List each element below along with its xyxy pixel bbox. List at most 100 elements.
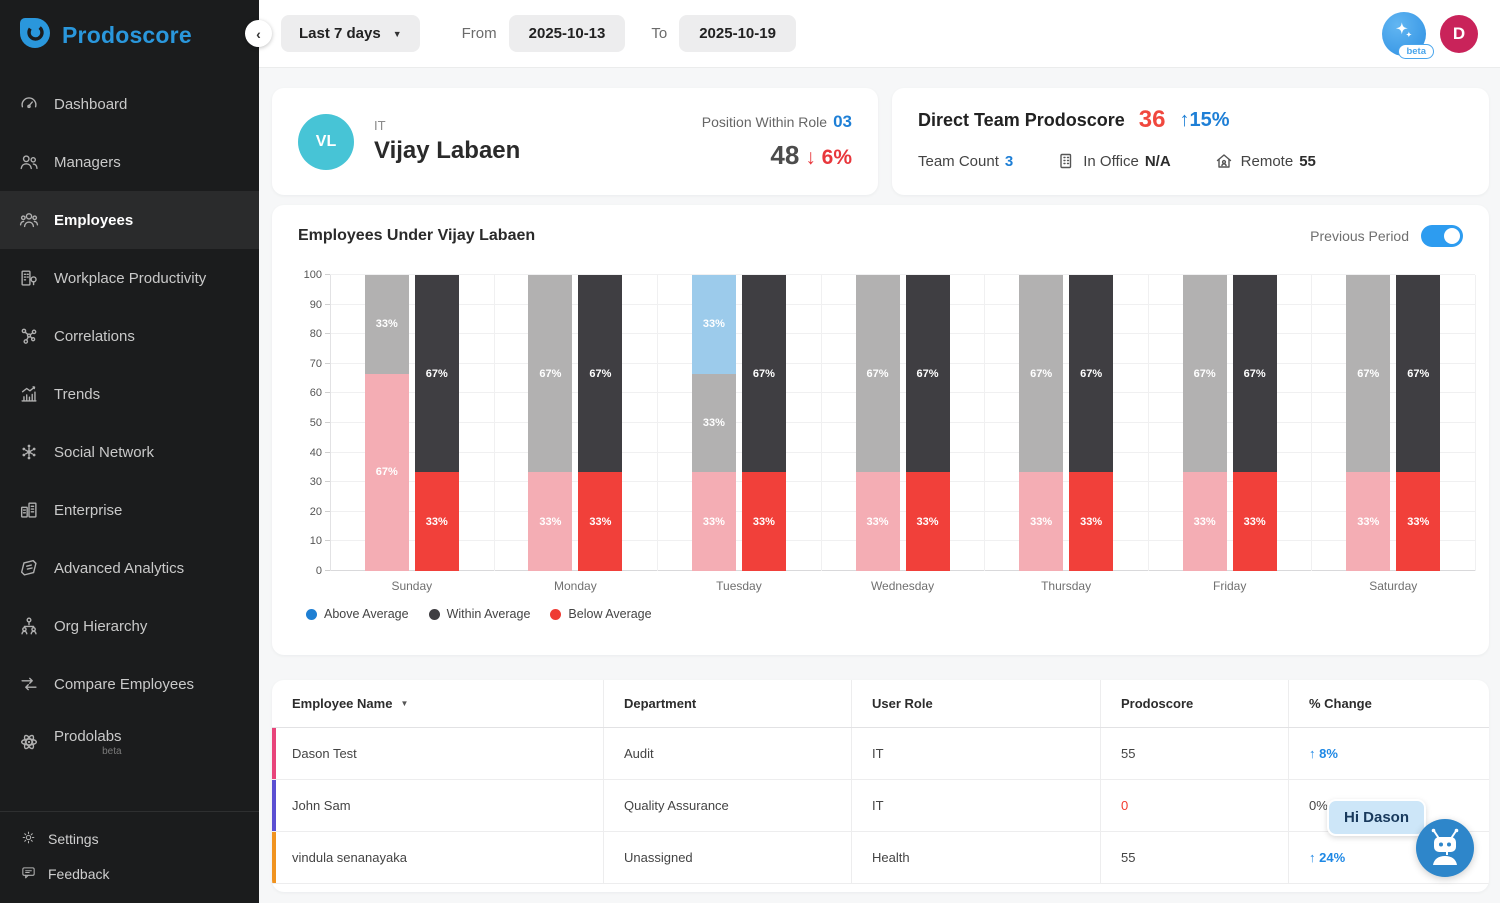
segment-below: 33% [741,472,786,571]
bar-previous[interactable]: 33% 67% [528,275,573,571]
row-accent-strip [272,780,276,831]
column-header-department[interactable]: Department [603,680,851,727]
change-value: 0% [1309,798,1328,813]
to-date-field[interactable]: 2025-10-19 [679,15,796,52]
bar-current[interactable]: 33% 67% [1232,275,1277,571]
cell-department: Unassigned [603,832,851,883]
bar-current[interactable]: 33% 67% [905,275,950,571]
row-accent-strip [272,832,276,883]
bar-previous[interactable]: 33% 67% [855,275,900,571]
sidebar-collapse-button[interactable]: ‹ [245,20,272,47]
sidebar-item-feedback[interactable]: Feedback [0,856,259,891]
segment-within: 67% [1182,275,1227,473]
column-header-pct-change[interactable]: % Change [1288,680,1489,727]
segment-below: 33% [691,472,736,571]
segment-below: 33% [1396,472,1441,571]
segment-below: 33% [1346,472,1391,571]
gridline-vertical [657,275,659,571]
axis-tick [325,392,330,394]
bar-previous[interactable]: 33% 67% [1019,275,1064,571]
enterprise-icon [18,499,40,521]
chart-y-axis: 0 10 20 30 40 50 60 70 80 90 100 [296,269,330,577]
axis-tick [325,333,330,335]
table-row[interactable]: Dason Test Audit IT 55 ↑ 8% [272,728,1489,780]
cell-employee-name: John Sam [292,798,351,813]
cell-prodoscore: 0 [1100,780,1288,831]
prodolabs-atom-icon [18,731,40,753]
x-tick-label: Friday [1213,579,1247,593]
sidebar-item-trends[interactable]: Trends [0,365,259,423]
previous-period-toggle[interactable] [1421,225,1463,247]
chart-x-axis: Sunday Monday Tuesday Wednesday Thursday Frid… [330,579,1475,593]
in-office-label: In Office [1083,152,1139,170]
date-range-dropdown[interactable]: Last 7 days ▼ [281,15,420,52]
sidebar-item-label: Prodolabs beta [54,727,122,757]
table-row[interactable]: John Sam Quality Assurance IT 0 0% [272,780,1489,832]
y-tick-label: 20 [309,505,322,518]
cell-employee-name: Dason Test [292,746,357,761]
column-header-employee-name[interactable]: Employee Name ▼ [292,696,409,711]
sidebar-item-dashboard[interactable]: Dashboard [0,75,259,133]
sidebar-item-workplace-productivity[interactable]: Workplace Productivity [0,249,259,307]
in-office-value: N/A [1144,152,1171,170]
y-tick-label: 60 [309,387,322,400]
column-header-prodoscore[interactable]: Prodoscore [1100,680,1288,727]
segment-below: 33% [855,472,900,571]
bar-current[interactable]: 33% 67% [1396,275,1441,571]
sidebar-item-correlations[interactable]: Correlations [0,307,259,365]
office-building-icon [1057,152,1075,170]
sidebar-item-org-hierarchy[interactable]: Org Hierarchy [0,597,259,655]
bar-previous[interactable]: 33% 67% [1346,275,1391,571]
gridline-vertical [330,275,331,571]
axis-tick [325,510,330,512]
logo[interactable]: Prodoscore [0,0,259,69]
gridline [330,540,1475,542]
gridline [330,570,1475,571]
x-tick-label: Saturday [1369,579,1418,593]
bar-current[interactable]: 33% 67% [741,275,786,571]
column-header-user-role[interactable]: User Role [851,680,1100,727]
legend-dot [306,608,317,620]
y-tick-label: 40 [309,446,322,459]
advanced-analytics-icon [18,557,40,579]
chatbot-button[interactable] [1416,819,1474,877]
sidebar-item-label: Feedback [48,865,110,882]
row-accent-strip [272,728,276,779]
sidebar-item-advanced-analytics[interactable]: Advanced Analytics [0,539,259,597]
user-avatar[interactable]: D [1440,14,1478,53]
cell-employee-name: vindula senanayaka [292,850,407,865]
feedback-bubble-icon [20,864,37,884]
bar-previous[interactable]: 33% 33% 33% [691,275,736,571]
sidebar-item-social-network[interactable]: Social Network [0,423,259,481]
ai-assistant-button[interactable]: beta [1382,11,1434,59]
sidebar-item-label: Managers [54,153,121,171]
bar-current[interactable]: 33% 67% [414,275,459,571]
managers-icon [18,151,40,173]
gridline-vertical [820,275,822,571]
cell-prodoscore: 55 [1100,832,1288,883]
bar-previous[interactable]: 33% 67% [1182,275,1227,571]
sidebar-item-label: Workplace Productivity [54,269,207,287]
sidebar-item-employees[interactable]: Employees [0,191,259,249]
beta-badge: beta [1398,43,1434,59]
main-content: VL IT Vijay Labaen Position Within Role 0… [259,68,1500,903]
bar-previous[interactable]: 67% 33% [364,275,409,571]
y-tick-label: 80 [309,328,322,341]
sidebar-item-managers[interactable]: Managers [0,133,259,191]
segment-within: 67% [1019,275,1064,473]
axis-tick [325,570,330,571]
axis-tick [325,274,330,275]
table-body: Dason Test Audit IT 55 ↑ 8% John Sam Quality A… [272,728,1489,884]
sidebar-item-settings[interactable]: Settings [0,821,259,856]
table-row[interactable]: vindula senanayaka Unassigned Health 55 ↑ 24… [272,832,1489,884]
sidebar-item-compare-employees[interactable]: Compare Employees [0,655,259,713]
sidebar-item-enterprise[interactable]: Enterprise [0,481,259,539]
sidebar-item-prodolabs[interactable]: Prodolabs beta [0,713,259,771]
sidebar-item-label: Enterprise [54,501,123,519]
axis-tick [325,303,330,305]
from-date-field[interactable]: 2025-10-13 [508,15,626,52]
bar-current[interactable]: 33% 67% [578,275,623,571]
segment-below: 33% [1019,472,1064,571]
sparkle-icon [1391,18,1417,49]
bar-current[interactable]: 33% 67% [1069,275,1114,571]
